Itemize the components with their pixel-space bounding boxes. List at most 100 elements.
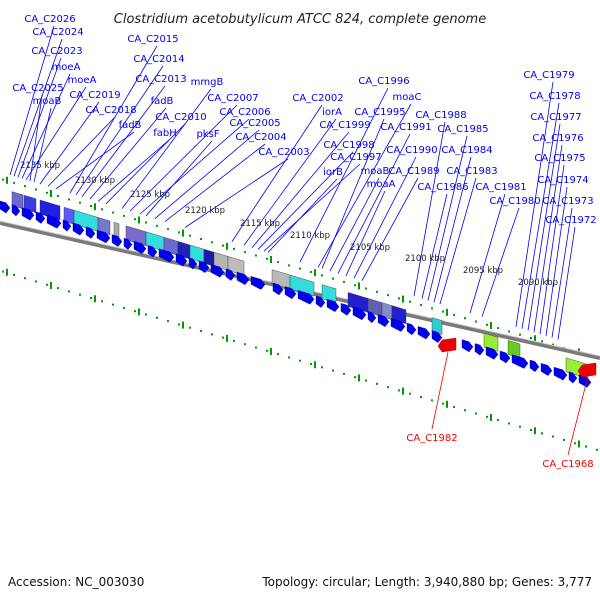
dots-lower-track (475, 412, 477, 415)
dots-upper-track (530, 337, 532, 340)
dots-upper-track (46, 191, 48, 194)
forward-gene-arrow (0, 200, 11, 214)
dots-upper-track-tick (94, 203, 96, 211)
label-leader-line (154, 129, 260, 219)
dots-upper-track (519, 333, 521, 336)
gene-label: CA_C1988 (415, 110, 466, 121)
reverse-gene-label: CA_C1982 (406, 433, 457, 444)
dots-lower-track-tick (402, 387, 404, 395)
gene-label: CA_C2019 (69, 90, 120, 101)
gene-label: CA_C2005 (229, 118, 280, 129)
gene-label: CA_C1977 (530, 112, 581, 123)
forward-gene-arrow (96, 229, 111, 244)
gene-label: CA_C2015 (127, 34, 178, 45)
dots-upper-track (420, 304, 422, 307)
label-leader-line (469, 193, 506, 314)
gene-label: CA_C2006 (219, 107, 270, 118)
gene-label: moaC (393, 92, 422, 103)
dots-lower-track (156, 316, 158, 319)
forward-gene-arrow (111, 234, 123, 247)
dots-upper-track-tick (182, 229, 184, 237)
dots-upper-track (464, 317, 466, 320)
gene-label: fadB (151, 96, 174, 107)
dots-upper-track (211, 241, 213, 244)
label-leader-line (243, 118, 337, 246)
gene-label: CA_C1976 (532, 133, 583, 144)
gene-label: CA_C1986 (417, 182, 468, 193)
forward-gene-arrow (11, 204, 21, 217)
forward-gene-arrow (21, 207, 35, 221)
dots-upper-track (255, 254, 257, 257)
scale-tick-label: 2125 kbp (130, 190, 170, 200)
label-leaders (9, 25, 589, 456)
dots-upper-track (387, 294, 389, 297)
dots-lower-track (277, 353, 279, 356)
feature-block (431, 317, 443, 335)
gene-label: moaB (361, 166, 390, 177)
gene-label: fadB (119, 120, 142, 131)
dots-upper-track (332, 277, 334, 280)
label-leader-line (184, 158, 289, 228)
gene-label: CA_C1991 (380, 122, 431, 133)
label-leader-line (47, 116, 116, 187)
genome-summary-text: Topology: circular; Length: 3,940,880 bp… (261, 575, 592, 589)
gene-label: CA_C1980 (489, 196, 540, 207)
dots-lower-track (134, 310, 136, 313)
scale-tick-label: 2120 kbp (185, 206, 225, 216)
forward-gene-arrow (529, 359, 540, 373)
dots-upper-track (145, 221, 147, 224)
label-leader-line (299, 87, 389, 263)
gene-label: CA_C2014 (133, 54, 184, 65)
gene-label: iorA (322, 107, 342, 118)
dots-lower-track (57, 287, 59, 290)
dots-upper-track-tick (6, 176, 8, 184)
dots-lower-track (585, 445, 587, 448)
gene-label: CA_C2018 (85, 105, 136, 116)
dots-lower-track-tick (50, 282, 52, 290)
forward-gene-arrow (123, 237, 133, 250)
dots-lower-track (2, 270, 4, 273)
gene-label: CA_C1979 (523, 70, 574, 81)
label-leader-line (13, 38, 63, 177)
dots-lower-track (354, 376, 356, 379)
label-leader-line (257, 151, 354, 250)
dots-upper-track (376, 290, 378, 293)
dots-upper-track (79, 201, 81, 204)
forward-gene-arrow (511, 354, 529, 369)
forward-gene-arrow (540, 363, 553, 376)
forward-gene-arrow (284, 286, 297, 300)
feature-block (391, 305, 407, 325)
label-leader-line (231, 104, 323, 242)
dots-lower-track (101, 300, 103, 303)
gene-label: moeA (68, 75, 97, 86)
dots-lower-track (233, 339, 235, 342)
reverse-gene-label: CA_C1968 (542, 459, 593, 470)
gene-label: CA_C1996 (358, 76, 409, 87)
label-leader-line (353, 156, 417, 279)
dots-lower-track (189, 326, 191, 329)
dots-upper-track (365, 287, 367, 290)
dots-lower-track (200, 330, 202, 333)
label-leader-line (329, 177, 380, 272)
forward-gene-arrow (297, 290, 315, 305)
gene-label: moeA (52, 62, 81, 73)
dots-lower-track (255, 346, 257, 349)
dots-upper-track (244, 251, 246, 254)
label-leader-line (69, 45, 158, 194)
dots-lower-track (398, 389, 400, 392)
scale-ticks: 2135 kbp 2130 kbp 2125 kbp 2120 kbp 2115 kbp… (20, 161, 558, 288)
dots-upper-track (343, 280, 345, 283)
feature-block (97, 217, 111, 236)
dots-upper-track-tick (534, 335, 536, 343)
forward-gene-arrow (315, 295, 326, 308)
reverse-label-leader-line (431, 351, 449, 430)
scale-tick-label: 2100 kbp (405, 254, 445, 264)
forward-gene-arrow (417, 326, 431, 340)
label-leader-line (361, 177, 419, 281)
dots-lower-track (420, 396, 422, 399)
dots-lower-track (541, 432, 543, 435)
gene-label: CA_C1975 (534, 153, 585, 164)
dots-upper-track (35, 188, 37, 191)
gene-label: CA_C1990 (386, 145, 437, 156)
